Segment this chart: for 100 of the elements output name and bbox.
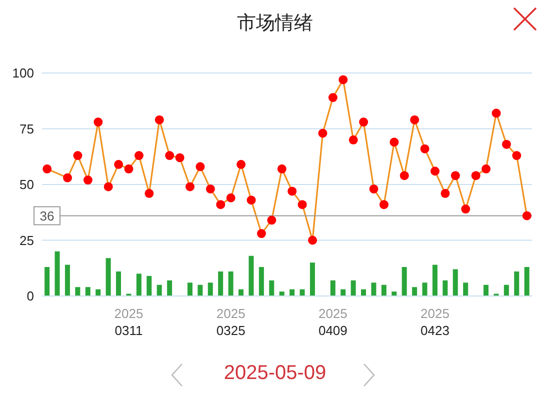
point	[482, 164, 491, 174]
bar	[371, 282, 376, 296]
text: 2025-05-09	[222, 362, 328, 385]
bar	[422, 282, 428, 296]
point	[236, 160, 246, 169]
x-tick-label: 2025 0409	[318, 306, 348, 338]
point	[420, 144, 430, 154]
point	[144, 188, 154, 198]
bar	[340, 289, 346, 296]
point	[318, 128, 328, 138]
bar	[310, 262, 315, 296]
bar	[238, 289, 244, 296]
ref-line-label: 36	[40, 208, 54, 224]
point	[124, 164, 134, 174]
bar	[381, 284, 386, 296]
x-tick-label: 2025 0311	[114, 306, 144, 338]
bar	[208, 282, 213, 296]
point	[328, 93, 338, 102]
point	[308, 236, 318, 245]
bar	[330, 280, 336, 296]
y-tick-label: 75	[20, 121, 34, 136]
bar	[187, 282, 192, 296]
bar	[412, 287, 418, 296]
bar	[484, 284, 489, 296]
bar	[64, 264, 70, 296]
point	[471, 171, 480, 180]
point	[246, 196, 256, 205]
bar	[228, 271, 234, 296]
point	[430, 166, 440, 176]
bar	[279, 292, 284, 296]
point	[461, 204, 470, 214]
point	[450, 171, 460, 180]
bar	[156, 284, 162, 296]
point	[502, 140, 511, 149]
point	[338, 75, 348, 84]
point	[226, 193, 236, 202]
bar	[54, 251, 60, 296]
point	[42, 164, 52, 174]
bar	[514, 271, 520, 296]
point	[379, 200, 388, 210]
bar	[44, 267, 50, 296]
bar	[442, 280, 448, 296]
x-tick-label: 2025 0325	[216, 306, 246, 338]
bar	[146, 276, 152, 296]
bar	[290, 289, 295, 296]
y-tick-label: 0	[26, 288, 34, 304]
point	[492, 108, 501, 118]
point	[348, 135, 358, 144]
point	[277, 164, 286, 174]
bar	[504, 284, 509, 296]
point	[410, 115, 420, 124]
point	[165, 151, 174, 160]
y-tick-label: 50	[20, 177, 34, 192]
bar	[300, 289, 305, 296]
point	[94, 118, 103, 127]
bar	[136, 274, 142, 296]
point	[63, 173, 72, 182]
point	[186, 182, 195, 192]
bar	[463, 282, 468, 296]
bar	[96, 289, 101, 296]
bar	[392, 292, 397, 296]
bar	[361, 289, 366, 296]
bar	[258, 267, 264, 296]
bar	[106, 258, 111, 296]
point	[359, 118, 368, 127]
point	[114, 160, 124, 169]
point	[267, 216, 276, 225]
bar	[218, 271, 224, 296]
point	[288, 186, 297, 196]
point	[83, 176, 92, 185]
point	[390, 138, 399, 147]
point	[175, 153, 184, 162]
point	[256, 229, 266, 238]
bar	[198, 284, 203, 296]
bar	[116, 271, 122, 296]
bar	[432, 264, 438, 296]
point	[104, 182, 113, 192]
bar	[75, 287, 80, 296]
y-tick-label: 25	[20, 232, 34, 248]
x-tick-label: 2025 0423	[420, 306, 450, 338]
bar	[269, 280, 274, 296]
bar	[85, 287, 90, 296]
point	[134, 151, 144, 160]
bar	[402, 267, 407, 296]
point	[196, 162, 205, 172]
point	[512, 151, 522, 160]
point	[440, 188, 450, 198]
point	[216, 200, 226, 210]
chart-title: 市场情绪	[236, 12, 314, 36]
point	[522, 211, 532, 220]
y-tick-label: 100	[12, 66, 34, 81]
point	[206, 184, 215, 194]
bar	[524, 267, 530, 296]
point	[400, 171, 409, 180]
bar	[167, 280, 172, 296]
bar	[350, 280, 356, 296]
bar	[452, 269, 458, 296]
point	[369, 184, 378, 194]
bar	[248, 256, 254, 296]
point	[298, 200, 307, 210]
